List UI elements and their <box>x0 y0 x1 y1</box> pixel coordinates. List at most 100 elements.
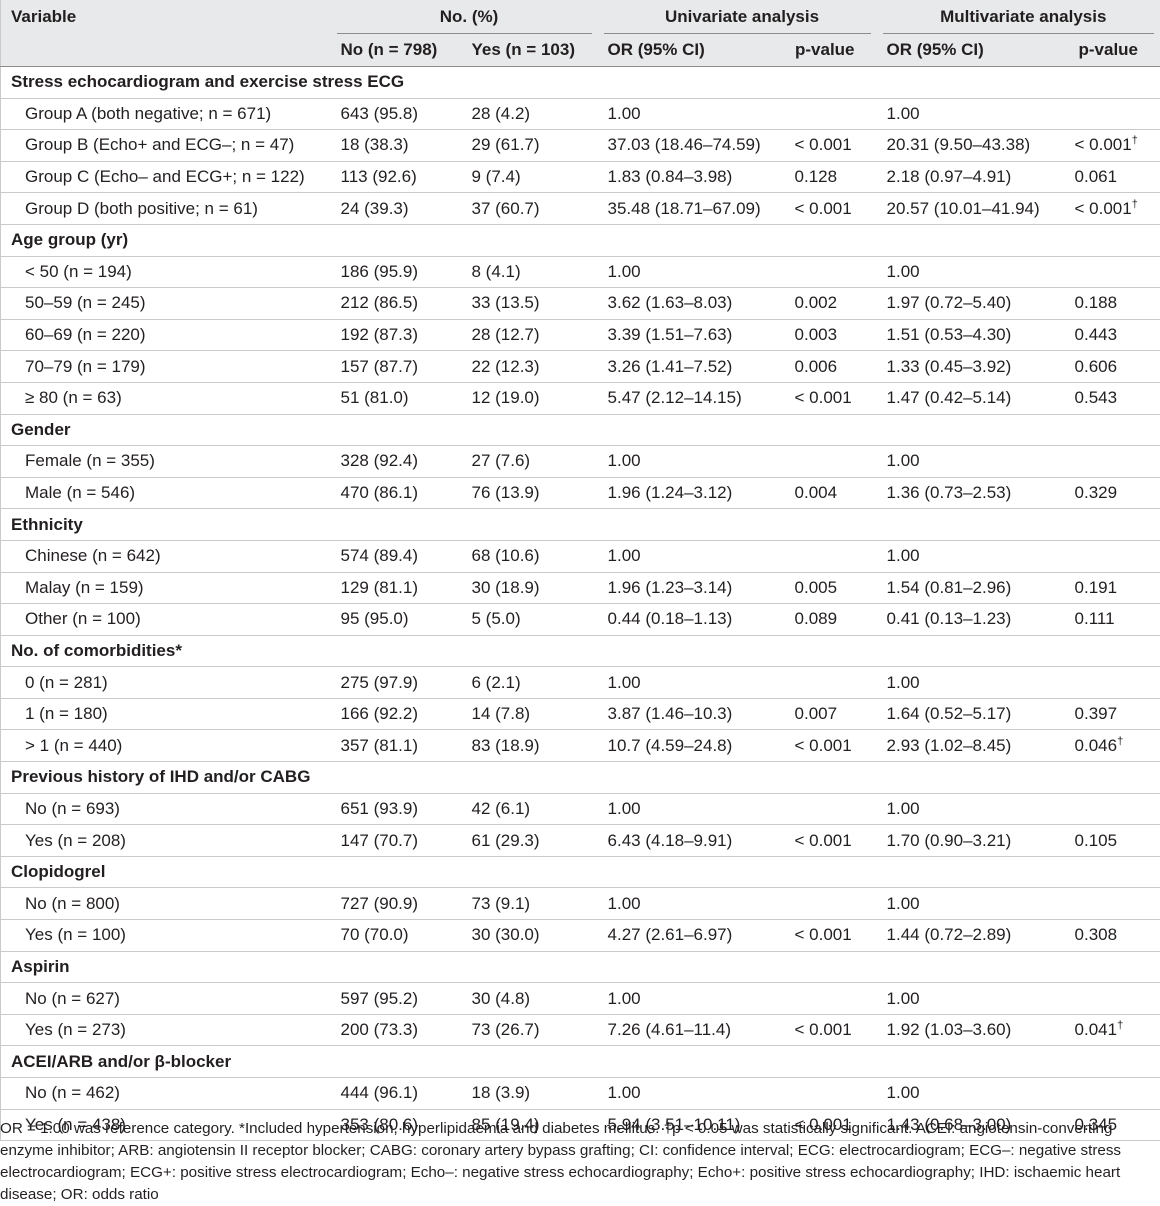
cell-univariate-p: < 0.001 <box>785 130 877 162</box>
cell-multivariate-or-text: 0.41 (0.13–1.23) <box>887 609 1012 628</box>
cell-yes: 30 (18.9) <box>462 572 598 604</box>
cell-univariate-or-text: 35.48 (18.71–67.09) <box>608 199 761 218</box>
cell-no-text: 186 (95.9) <box>341 262 419 281</box>
significance-dagger: † <box>1117 1019 1123 1031</box>
cell-multivariate-p: 0.111 <box>1065 604 1160 636</box>
cell-no: 470 (86.1) <box>331 477 462 509</box>
cell-yes-text: 14 (7.8) <box>472 704 531 723</box>
cell-multivariate-or-text: 1.00 <box>887 104 920 123</box>
cell-univariate-or: 37.03 (18.46–74.59) <box>598 130 785 162</box>
cell-univariate-p-text: < 0.001 <box>795 925 852 944</box>
cell-multivariate-or-text: 1.00 <box>887 262 920 281</box>
table-row: 70–79 (n = 179)157 (87.7)22 (12.3)3.26 (… <box>1 351 1160 383</box>
cell-no: 574 (89.4) <box>331 540 462 572</box>
cell-univariate-p: < 0.001 <box>785 1014 877 1046</box>
cell-univariate-p-text: < 0.001 <box>795 736 852 755</box>
cell-no: 157 (87.7) <box>331 351 462 383</box>
row-label: Malay (n = 159) <box>1 572 331 604</box>
cell-multivariate-p-text: 0.397 <box>1075 704 1118 723</box>
header-yes-n: Yes (n = 103) <box>462 34 598 67</box>
cell-multivariate-or-text: 1.70 (0.90–3.21) <box>887 831 1012 850</box>
cell-univariate-or: 1.00 <box>598 1078 785 1110</box>
cell-yes-text: 18 (3.9) <box>472 1083 531 1102</box>
cell-univariate-or-text: 1.00 <box>608 989 641 1008</box>
cell-no: 444 (96.1) <box>331 1078 462 1110</box>
cell-univariate-p <box>785 888 877 920</box>
header-blank <box>1 34 331 67</box>
cell-univariate-p-text: 0.003 <box>795 325 838 344</box>
table-row: > 1 (n = 440)357 (81.1)83 (18.9)10.7 (4.… <box>1 730 1160 762</box>
row-label-text: Group B (Echo+ and ECG–; n = 47) <box>25 135 294 154</box>
cell-univariate-or: 1.00 <box>598 667 785 699</box>
cell-multivariate-or-text: 2.93 (1.02–8.45) <box>887 736 1012 755</box>
cell-univariate-or-text: 1.00 <box>608 104 641 123</box>
cell-no-text: 95 (95.0) <box>341 609 409 628</box>
row-label: 60–69 (n = 220) <box>1 319 331 351</box>
cell-multivariate-or: 1.54 (0.81–2.96) <box>877 572 1065 604</box>
cell-univariate-or-text: 1.00 <box>608 451 641 470</box>
cell-yes: 28 (4.2) <box>462 98 598 130</box>
cell-no: 643 (95.8) <box>331 98 462 130</box>
cell-univariate-p-text: 0.007 <box>795 704 838 723</box>
cell-multivariate-or: 20.57 (10.01–41.94) <box>877 193 1065 225</box>
cell-multivariate-or-text: 1.00 <box>887 546 920 565</box>
cell-univariate-or-text: 3.62 (1.63–8.03) <box>608 293 733 312</box>
row-label: 0 (n = 281) <box>1 667 331 699</box>
cell-multivariate-p: < 0.001† <box>1065 130 1160 162</box>
section-heading: Clopidogrel <box>1 856 1160 888</box>
cell-yes-text: 12 (19.0) <box>472 388 540 407</box>
cell-yes-text: 76 (13.9) <box>472 483 540 502</box>
cell-univariate-or-text: 1.00 <box>608 1083 641 1102</box>
cell-multivariate-or-text: 1.92 (1.03–3.60) <box>887 1020 1012 1039</box>
row-label-text: Chinese (n = 642) <box>25 546 161 565</box>
cell-multivariate-p: 0.397 <box>1065 698 1160 730</box>
row-label-text: Yes (n = 100) <box>25 925 126 944</box>
cell-univariate-p: 0.006 <box>785 351 877 383</box>
cell-univariate-p <box>785 540 877 572</box>
cell-no: 18 (38.3) <box>331 130 462 162</box>
cell-univariate-or: 6.43 (4.18–9.91) <box>598 825 785 857</box>
cell-no-text: 113 (92.6) <box>341 167 417 186</box>
cell-yes: 33 (13.5) <box>462 288 598 320</box>
cell-multivariate-p <box>1065 667 1160 699</box>
cell-multivariate-p-text: 0.111 <box>1075 609 1115 628</box>
row-label: Other (n = 100) <box>1 604 331 636</box>
cell-multivariate-or-text: 1.00 <box>887 1083 920 1102</box>
cell-multivariate-p: 0.329 <box>1065 477 1160 509</box>
cell-univariate-or-text: 6.43 (4.18–9.91) <box>608 831 733 850</box>
cell-univariate-p: 0.089 <box>785 604 877 636</box>
cell-univariate-p-text: < 0.001 <box>795 199 852 218</box>
cell-univariate-or: 4.27 (2.61–6.97) <box>598 920 785 952</box>
cell-yes: 42 (6.1) <box>462 793 598 825</box>
cell-yes-text: 30 (18.9) <box>472 578 540 597</box>
row-label-text: Yes (n = 208) <box>25 831 126 850</box>
cell-no-text: 212 (86.5) <box>341 293 419 312</box>
cell-multivariate-or-text: 1.00 <box>887 451 920 470</box>
cell-multivariate-or: 1.00 <box>877 1078 1065 1110</box>
cell-no: 166 (92.2) <box>331 698 462 730</box>
cell-yes-text: 8 (4.1) <box>472 262 521 281</box>
cell-no: 200 (73.3) <box>331 1014 462 1046</box>
cell-no: 186 (95.9) <box>331 256 462 288</box>
cell-multivariate-or: 1.47 (0.42–5.14) <box>877 382 1065 414</box>
cell-no-text: 18 (38.3) <box>341 135 409 154</box>
row-label-text: < 50 (n = 194) <box>25 262 132 281</box>
cell-multivariate-or: 1.70 (0.90–3.21) <box>877 825 1065 857</box>
row-label-text: ≥ 80 (n = 63) <box>25 388 122 407</box>
cell-univariate-or-text: 3.87 (1.46–10.3) <box>608 704 733 723</box>
cell-no: 275 (97.9) <box>331 667 462 699</box>
cell-univariate-p <box>785 98 877 130</box>
row-label-text: 1 (n = 180) <box>25 704 108 723</box>
cell-multivariate-p: 0.606 <box>1065 351 1160 383</box>
cell-multivariate-or-text: 1.00 <box>887 894 920 913</box>
table-row: Chinese (n = 642)574 (89.4)68 (10.6)1.00… <box>1 540 1160 572</box>
cell-multivariate-or: 1.00 <box>877 98 1065 130</box>
cell-no: 147 (70.7) <box>331 825 462 857</box>
cell-yes-text: 5 (5.0) <box>472 609 521 628</box>
cell-multivariate-p: < 0.001† <box>1065 193 1160 225</box>
cell-no-text: 147 (70.7) <box>341 831 419 850</box>
cell-multivariate-or-text: 1.33 (0.45–3.92) <box>887 357 1012 376</box>
